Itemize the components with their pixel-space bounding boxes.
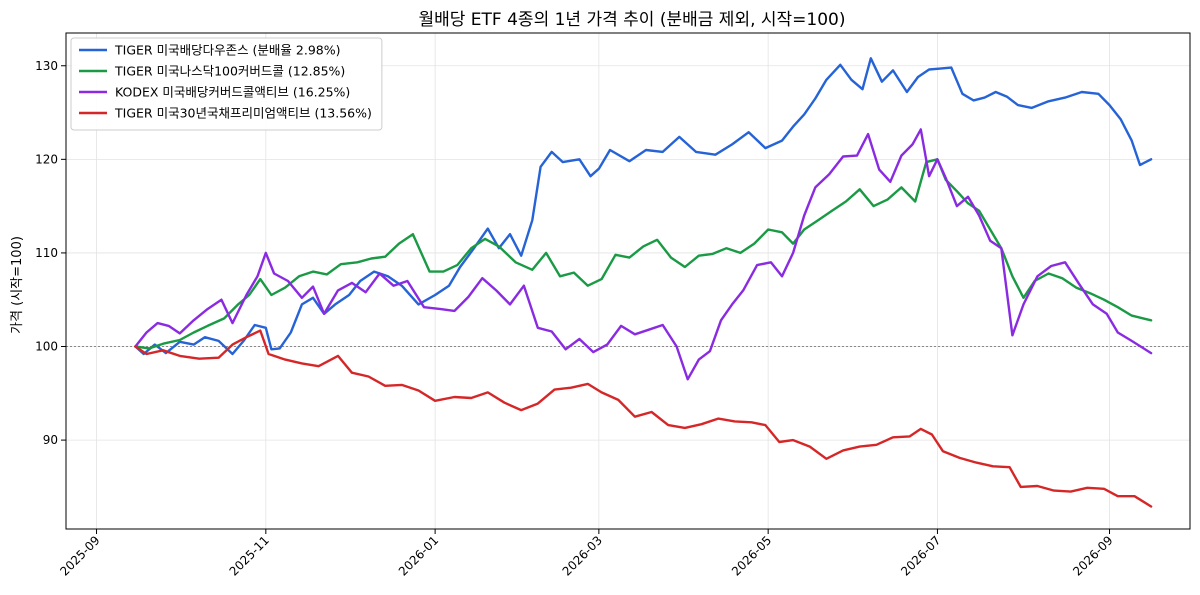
x-tick-label: 2025-11 bbox=[227, 533, 272, 578]
series-line-4 bbox=[134, 329, 1153, 508]
y-axis: 90 100 110 120 130 bbox=[35, 59, 66, 447]
chart-title: 월배당 ETF 4종의 1년 가격 추이 (분배금 제외, 시작=100) bbox=[418, 10, 845, 30]
legend: TIGER 미국배당다우존스 (분배율 2.98%) TIGER 미국나스닥100… bbox=[70, 37, 383, 131]
x-tick-label: 2026-01 bbox=[396, 533, 441, 578]
plot-area-frame bbox=[65, 32, 1191, 530]
y-tick-label: 110 bbox=[35, 246, 58, 260]
legend-label-2: TIGER 미국나스닥100커버드콜 (12.85%) bbox=[114, 64, 345, 79]
series-line-2 bbox=[134, 158, 1153, 350]
y-tick-label: 90 bbox=[43, 433, 58, 447]
x-tick-label: 2026-07 bbox=[898, 533, 943, 578]
legend-label-1: TIGER 미국배당다우존스 (분배율 2.98%) bbox=[114, 43, 340, 58]
legend-label-3: KODEX 미국배당커버드콜액티브 (16.25%) bbox=[115, 85, 350, 100]
series-line-3 bbox=[134, 128, 1153, 381]
y-axis-label: 가격 (시작=100) bbox=[10, 236, 25, 334]
series-layer bbox=[134, 57, 1153, 508]
legend-label-4: TIGER 미국30년국채프리미엄액티브 (13.56%) bbox=[114, 106, 372, 121]
x-tick-label: 2026-03 bbox=[560, 533, 605, 578]
y-tick-label: 120 bbox=[35, 152, 58, 166]
y-tick-label: 130 bbox=[35, 59, 58, 73]
x-axis: 2025-09 2025-11 2026-01 2026-03 2026-05 2026-… bbox=[57, 529, 1116, 579]
x-tick-label: 2025-09 bbox=[57, 533, 102, 578]
y-tick-label: 100 bbox=[35, 340, 58, 354]
x-tick-label: 2026-09 bbox=[1070, 533, 1115, 578]
x-tick-label: 2026-05 bbox=[729, 533, 774, 578]
series-line-1 bbox=[134, 57, 1153, 356]
legend-box bbox=[70, 37, 383, 131]
